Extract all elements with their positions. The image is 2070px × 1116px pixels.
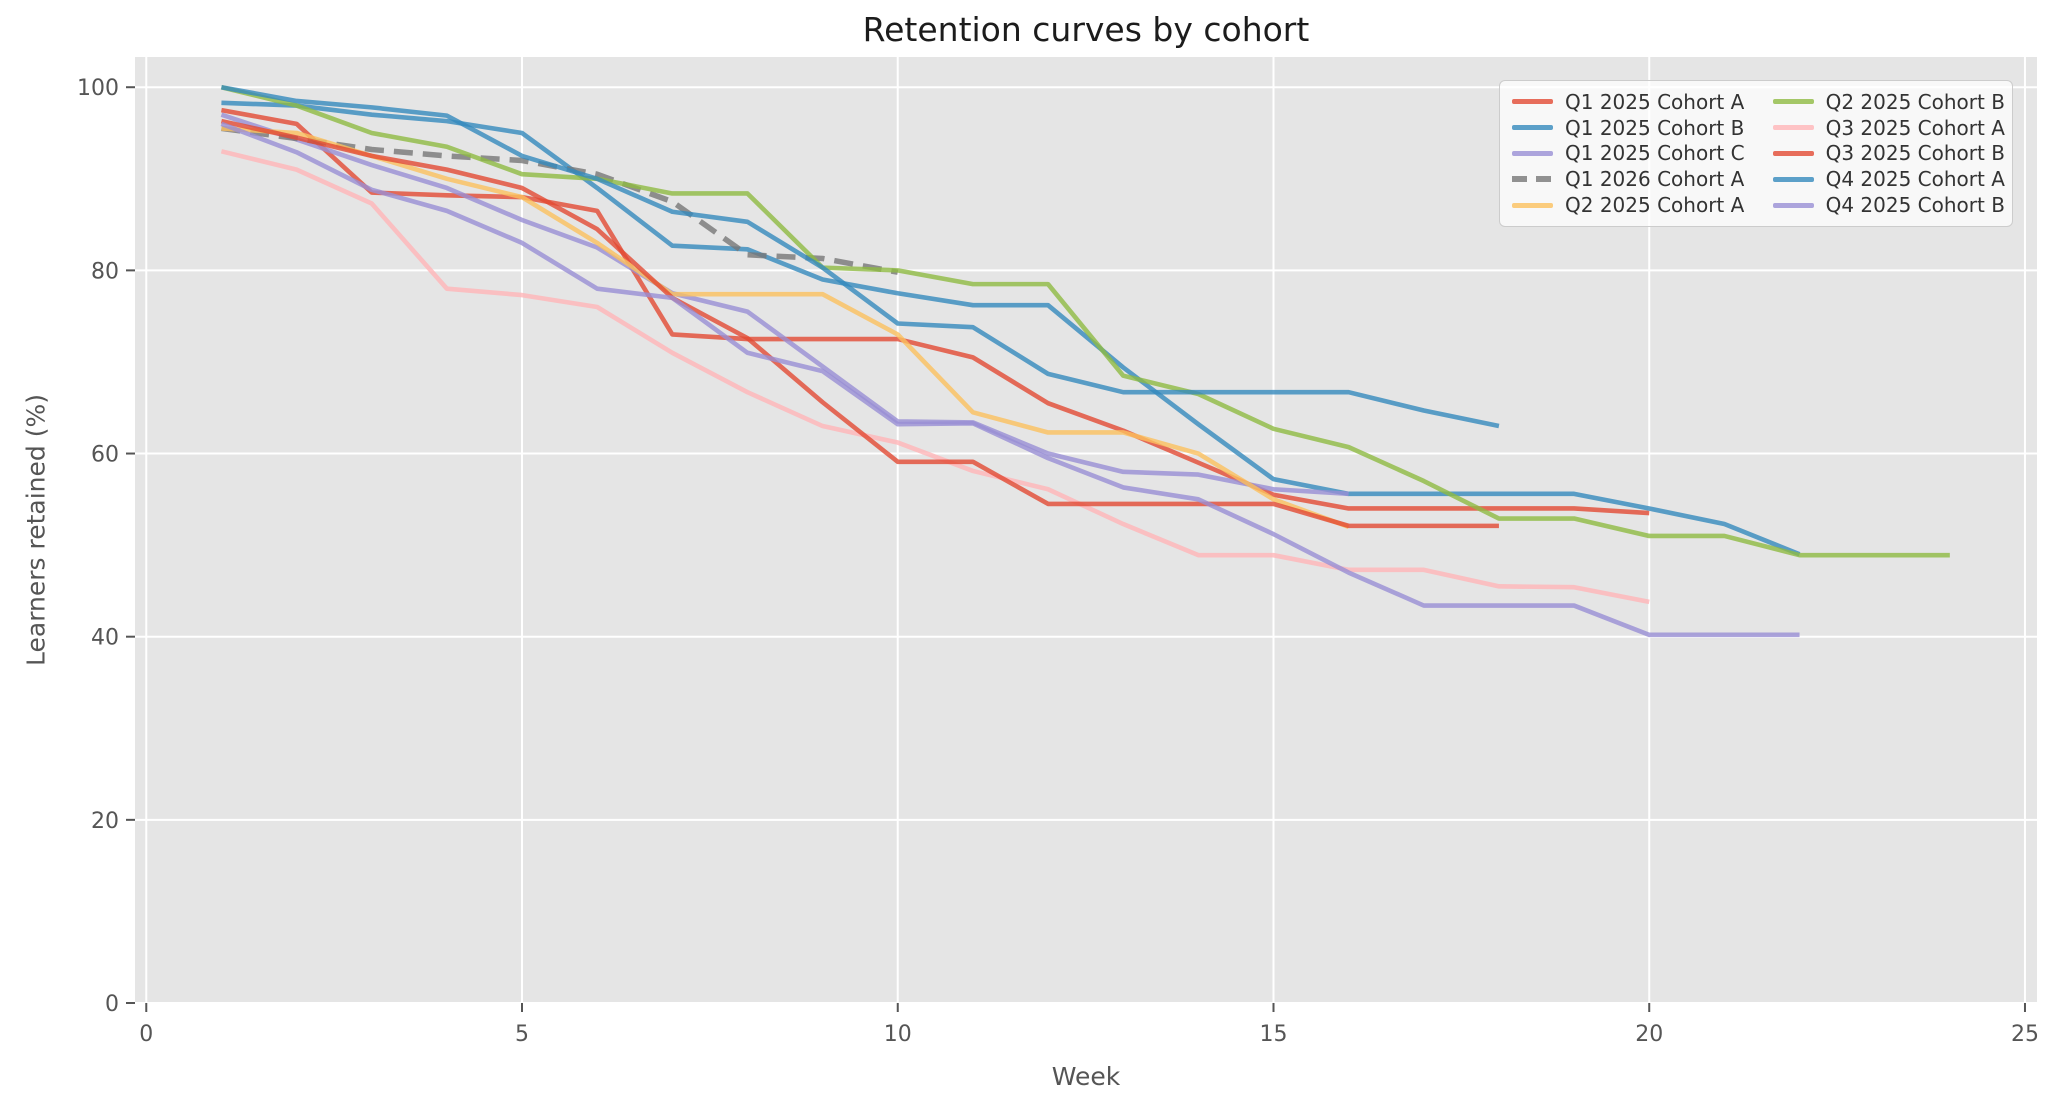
x-tick-label: 10 [884,1022,912,1047]
chart-title: Retention curves by cohort [862,10,1310,49]
legend-label: Q2 2025 Cohort A [1565,193,1745,218]
legend-swatch-q1-2025-cohort-b [1512,125,1553,131]
legend-label: Q1 2025 Cohort A [1565,89,1745,114]
series-line-q1-2025-cohort-c [220,112,1349,497]
legend-item-q2-2025-cohort-b: Q2 2025 Cohort B [1772,89,2005,114]
series-line-q3-2025-cohort-b [220,118,1499,529]
legend-swatch-q1-2025-cohort-c [1512,150,1553,156]
series-line-q2-2025-cohort-a [221,126,1350,529]
series-line-q2-2025-cohort-b [220,84,1950,558]
x-tick-label: 20 [1635,1022,1663,1047]
x-tick-label: 5 [515,1022,529,1047]
legend: Q1 2025 Cohort A Q1 2025 Cohort B Q1 2025 … [1499,80,2013,227]
y-axis-label: Learners retained (%) [21,394,51,666]
legend-swatch-q3-2025-cohort-a [1772,125,1814,131]
legend-item-q2-2025-cohort-a: Q2 2025 Cohort A [1512,195,1745,215]
legend-item-q1-2025-cohort-c: Q1 2025 Cohort C [1512,143,1745,163]
legend-item-q1-2025-cohort-a: Q1 2025 Cohort A [1512,92,1745,112]
series-line-q1-2026-cohort-a [221,125,899,275]
legend-item-q4-2025-cohort-a: Q4 2025 Cohort A [1772,167,2005,192]
legend-label: Q3 2025 Cohort A [1825,115,2005,140]
legend-swatch-q4-2025-cohort-b [1772,202,1814,208]
legend-item-q3-2025-cohort-b: Q3 2025 Cohort B [1772,141,2005,166]
y-tick-label: 40 [91,626,119,651]
legend-swatch-q2-2025-cohort-a [1512,202,1553,208]
legend-item-q4-2025-cohort-b: Q4 2025 Cohort B [1772,193,2005,218]
y-tick-label: 80 [91,259,119,284]
x-axis-label: Week [1051,1062,1121,1091]
legend-swatch-q2-2025-cohort-b [1772,99,1814,105]
legend-item-q1-2025-cohort-b: Q1 2025 Cohort B [1512,118,1745,138]
legend-swatch-q1-2025-cohort-a [1512,99,1553,105]
y-tick-label: 0 [105,992,119,1017]
legend-label: Q1 2025 Cohort B [1565,115,1745,140]
x-tick-label: 15 [1259,1022,1287,1047]
legend-swatch-q3-2025-cohort-b [1772,150,1814,156]
x-tick-label: 25 [2011,1022,2039,1047]
legend-item-q1-2026-cohort-a: Q1 2026 Cohort A [1512,169,1745,189]
legend-swatch-q4-2025-cohort-a [1772,176,1814,182]
y-tick-label: 20 [91,809,119,834]
legend-label: Q3 2025 Cohort B [1825,141,2005,166]
legend-label: Q2 2025 Cohort B [1825,89,2005,114]
series-line-q4-2025-cohort-a [221,84,1500,429]
legend-label: Q1 2025 Cohort C [1565,141,1745,166]
series-line-q4-2025-cohort-b [220,121,1800,638]
legend-item-q3-2025-cohort-a: Q3 2025 Cohort A [1772,115,2005,140]
legend-swatch-q1-2026-cohort-a [1512,176,1553,183]
x-tick-label: 0 [139,1022,153,1047]
legend-label: Q4 2025 Cohort B [1825,193,2005,218]
series-line-q1-2025-cohort-b [221,100,1801,557]
legend-label: Q4 2025 Cohort A [1825,167,2005,192]
y-tick-label: 60 [91,443,119,468]
legend-label: Q1 2026 Cohort A [1565,167,1745,192]
series-line-q3-2025-cohort-a [220,149,1650,605]
y-tick-label: 100 [77,76,119,101]
